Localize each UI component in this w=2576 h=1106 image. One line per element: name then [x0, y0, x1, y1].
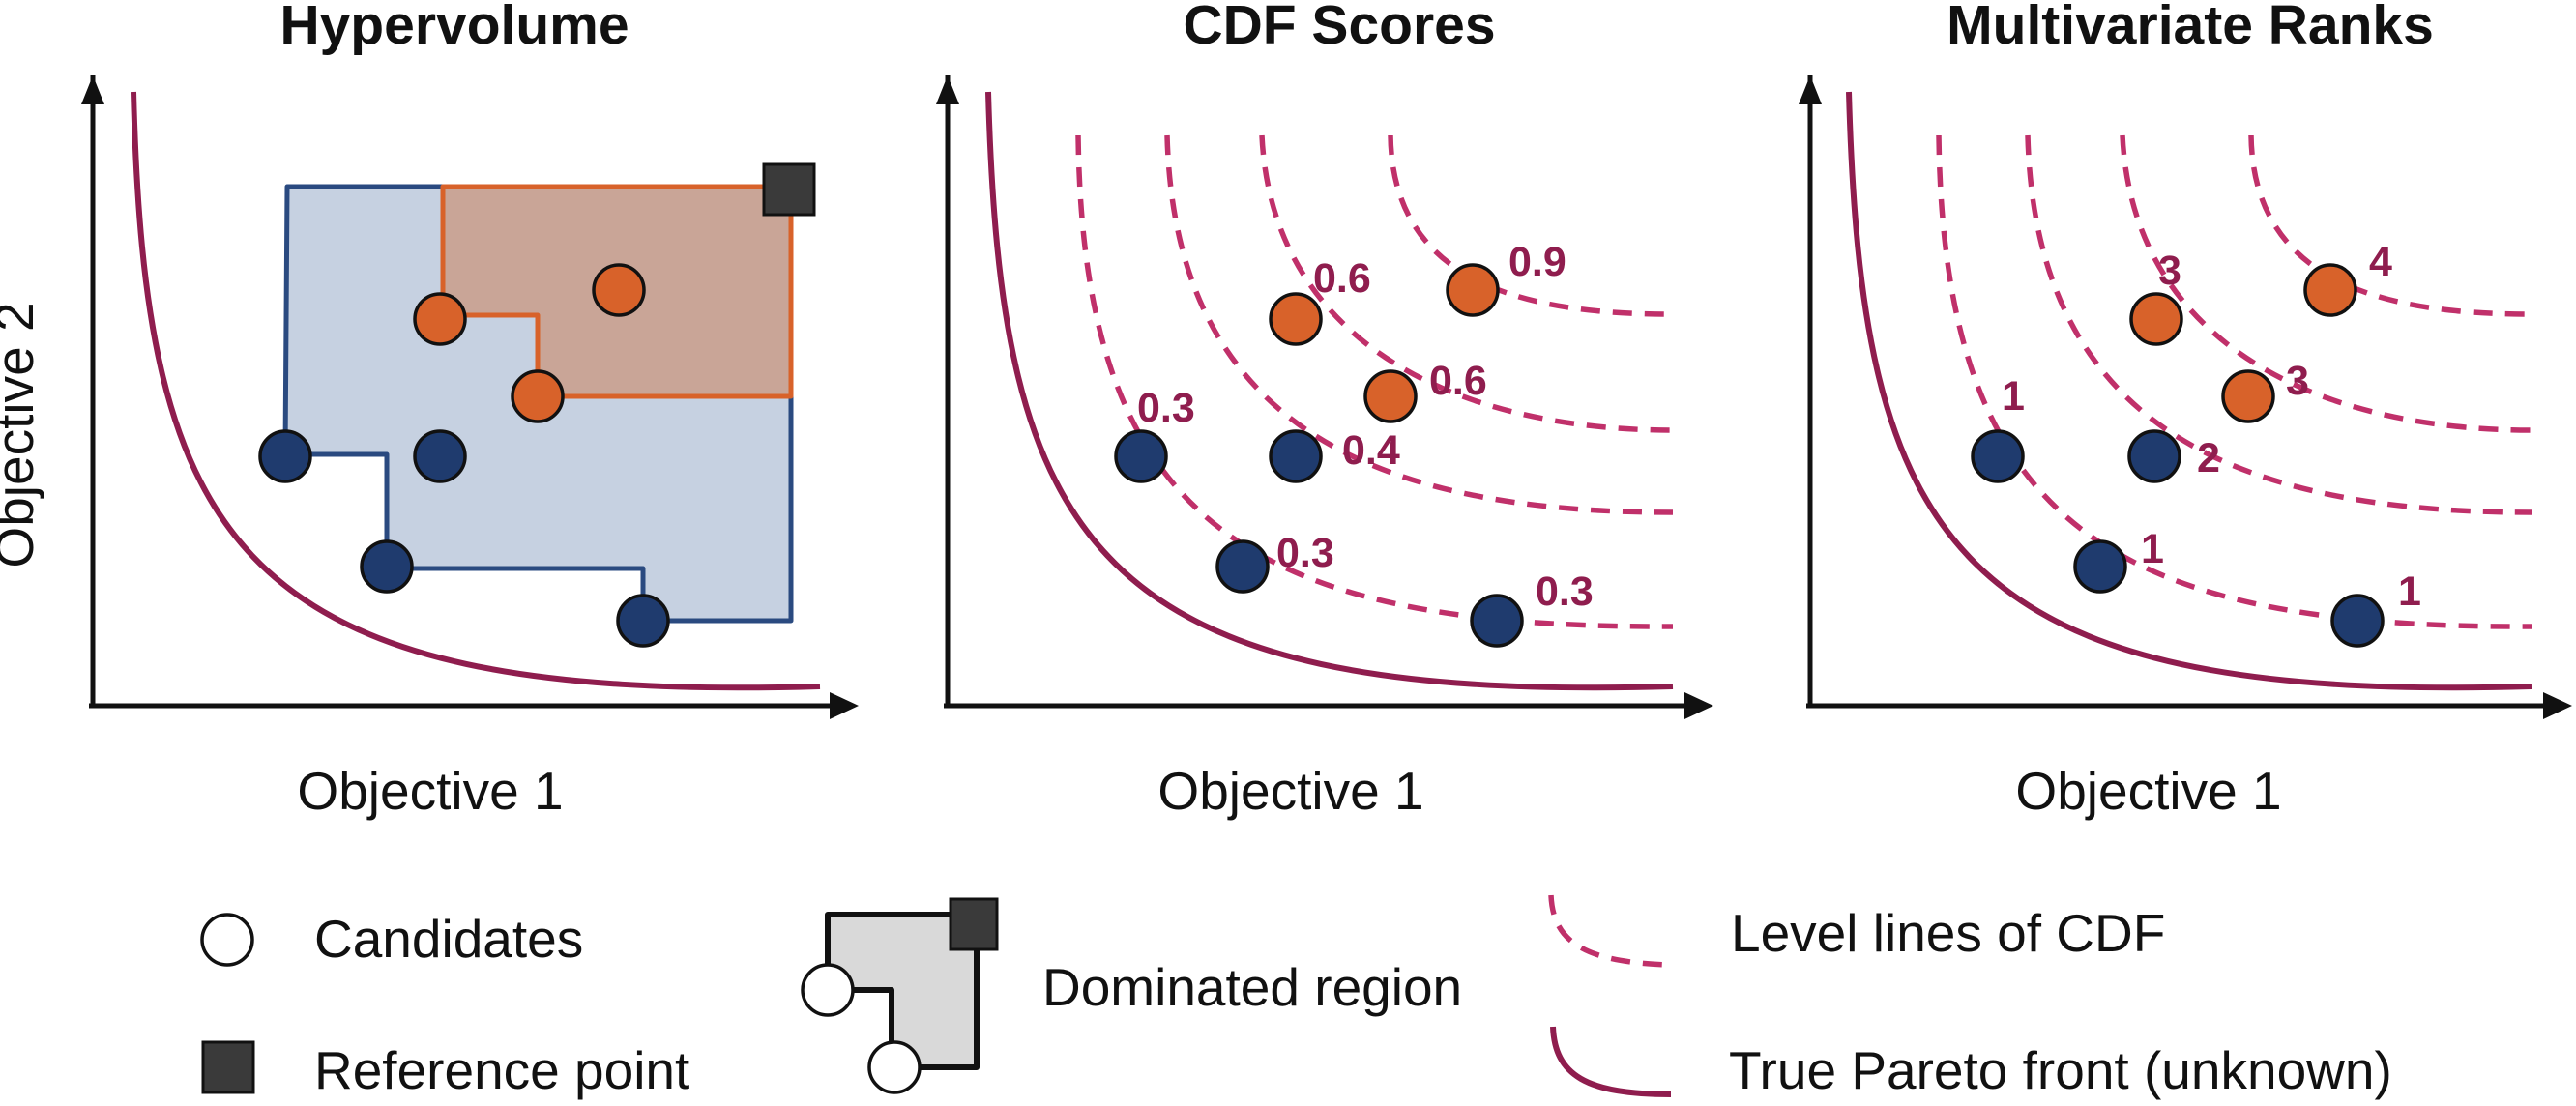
- point-label: 1: [2141, 526, 2164, 572]
- candidate-point: [592, 263, 646, 317]
- candidate-point: [511, 369, 565, 423]
- candidate-point: [616, 594, 670, 648]
- point-label: 0.3: [1137, 385, 1195, 431]
- y-axis-arrow: [81, 75, 104, 104]
- point-label: 2: [2197, 435, 2220, 481]
- panel-title: Hypervolume: [279, 0, 629, 56]
- panel-hypervolume: Hypervolume Objective 2 Objective 1: [0, 0, 859, 821]
- candidate-point: [1446, 263, 1500, 317]
- point-label: 0.6: [1313, 255, 1371, 302]
- panel-title: CDF Scores: [1183, 0, 1495, 56]
- candidate-point: [413, 429, 467, 483]
- panel-title: Multivariate Ranks: [1947, 0, 2434, 56]
- legend: Candidates Reference point Dominated reg…: [200, 894, 2392, 1100]
- candidate-point: [2127, 429, 2181, 483]
- x-axis-label: Objective 1: [1157, 761, 1423, 821]
- legend-pareto-front-icon: [1550, 1026, 1672, 1097]
- pareto-front: [985, 91, 1674, 691]
- candidate-point: [2129, 292, 2183, 346]
- legend-reference-point-label: Reference point: [314, 1040, 689, 1100]
- point-label: 0.3: [1536, 568, 1594, 615]
- x-axis-label: Objective 1: [2015, 761, 2281, 821]
- candidate-point: [1971, 429, 2025, 483]
- level-line: [1388, 134, 1674, 317]
- point-label: 3: [2286, 358, 2309, 404]
- panel-multivariate-ranks: Multivariate Ranks 4 3 3 1 2 1 1 Objecti…: [1799, 0, 2572, 821]
- point-label: 0.9: [1508, 239, 1566, 285]
- legend-candidate-small: [801, 963, 855, 1017]
- level-line: [2025, 134, 2532, 515]
- legend-level-line-icon: [1548, 894, 1669, 968]
- level-line: [1936, 134, 2532, 629]
- point-label: 1: [2398, 568, 2421, 615]
- x-axis-arrow: [1684, 692, 1713, 719]
- point-label: 4: [2369, 239, 2392, 285]
- x-axis-arrow: [2543, 692, 2572, 719]
- candidate-point: [258, 429, 312, 483]
- x-axis-arrow: [830, 692, 859, 719]
- legend-candidates-label: Candidates: [314, 909, 583, 969]
- y-axis-arrow: [936, 75, 959, 104]
- legend-level-lines-label: Level lines of CDF: [1731, 903, 2165, 963]
- candidate-point: [360, 539, 414, 594]
- candidate-point: [1114, 429, 1168, 483]
- y-axis-label: Objective 2: [0, 302, 44, 568]
- candidate-point: [1363, 369, 1418, 423]
- x-axis-label: Objective 1: [297, 761, 563, 821]
- legend-candidate-small: [867, 1040, 922, 1094]
- y-axis-arrow: [1799, 75, 1822, 104]
- candidate-point: [1269, 292, 1323, 346]
- candidate-point: [1215, 539, 1270, 594]
- level-line: [1259, 134, 1674, 433]
- point-label: 3: [2158, 247, 2181, 294]
- level-line: [2120, 134, 2532, 433]
- candidate-point: [1269, 429, 1323, 483]
- level-line: [1164, 134, 1674, 515]
- candidate-point: [2073, 539, 2127, 594]
- candidate-point: [2221, 369, 2275, 423]
- level-line: [2248, 134, 2532, 317]
- candidate-point: [413, 292, 467, 346]
- level-line: [1075, 134, 1674, 629]
- legend-reference-point-small: [949, 897, 999, 951]
- legend-dominated-region-label: Dominated region: [1042, 957, 1462, 1017]
- candidate-point: [1470, 594, 1524, 648]
- pareto-front: [131, 91, 821, 691]
- legend-candidate-icon: [200, 913, 254, 967]
- pareto-front: [1846, 91, 2532, 691]
- point-label: 0.4: [1342, 427, 1400, 474]
- panel-cdf-scores: CDF Scores 0.9 0.6 0.6 0.3 0.4 0.3 0.3 O…: [936, 0, 1713, 821]
- candidate-point: [2330, 594, 2385, 648]
- point-label: 0.6: [1429, 358, 1487, 404]
- reference-point: [762, 162, 816, 217]
- point-label: 0.3: [1276, 530, 1334, 576]
- point-label: 1: [2002, 373, 2025, 420]
- legend-reference-point-icon: [201, 1040, 255, 1094]
- legend-pareto-front-label: True Pareto front (unknown): [1729, 1040, 2392, 1100]
- candidate-point: [2303, 263, 2357, 317]
